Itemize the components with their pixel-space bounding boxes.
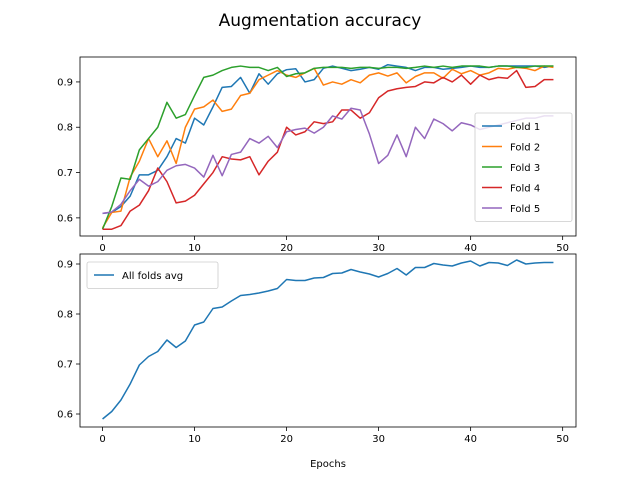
legend-label: Fold 4 [510,184,540,195]
x-tick-label: 40 [464,243,477,254]
series-line-1 [102,259,554,420]
legend-box [474,112,573,222]
figure-title: Augmentation accuracy [219,11,422,31]
x-tick-label: 50 [556,434,569,445]
x-tick-label: 40 [464,434,477,445]
x-tick-label: 30 [372,434,385,445]
legend-label: All folds avg [122,271,183,282]
series-line-2 [101,65,554,229]
legend-label: Fold 5 [510,204,540,215]
x-tick-label: 0 [99,243,105,254]
y-tick-label: 0.7 [57,360,73,371]
x-tick-label: 20 [280,434,293,445]
y-tick-label: 0.8 [57,123,73,134]
x-tick-label: 30 [372,243,385,254]
y-tick-label: 0.9 [57,260,73,271]
axes-frame [79,56,577,237]
x-tick-label: 0 [99,434,105,445]
x-tick-label: 10 [188,243,201,254]
legend-label: Fold 3 [510,163,540,174]
legend-label: Fold 1 [510,122,540,133]
y-tick-label: 0.7 [57,168,73,179]
axes-frame [79,253,577,428]
y-tick-label: 0.8 [57,310,73,321]
y-tick-label: 0.9 [57,77,73,88]
x-axis-label: Epochs [310,459,346,470]
x-tick-label: 50 [556,243,569,254]
y-tick-label: 0.6 [57,410,73,421]
legend-box [86,261,219,289]
legend: Fold 1 Fold 2 Fold 3 Fold 4 Fold 5 [474,112,573,222]
legend-label: Fold 2 [510,143,540,154]
bottom-plot-panel: 0 10 20 30 40 50 0.6 0.7 0.8 0.9 Epochs All folds a… [57,253,577,470]
y-tick-label: 0.6 [57,213,73,224]
legend: All folds avg [86,261,219,289]
x-tick-label: 20 [280,243,293,254]
x-tick-label: 10 [188,434,201,445]
series-line-3 [101,65,554,230]
